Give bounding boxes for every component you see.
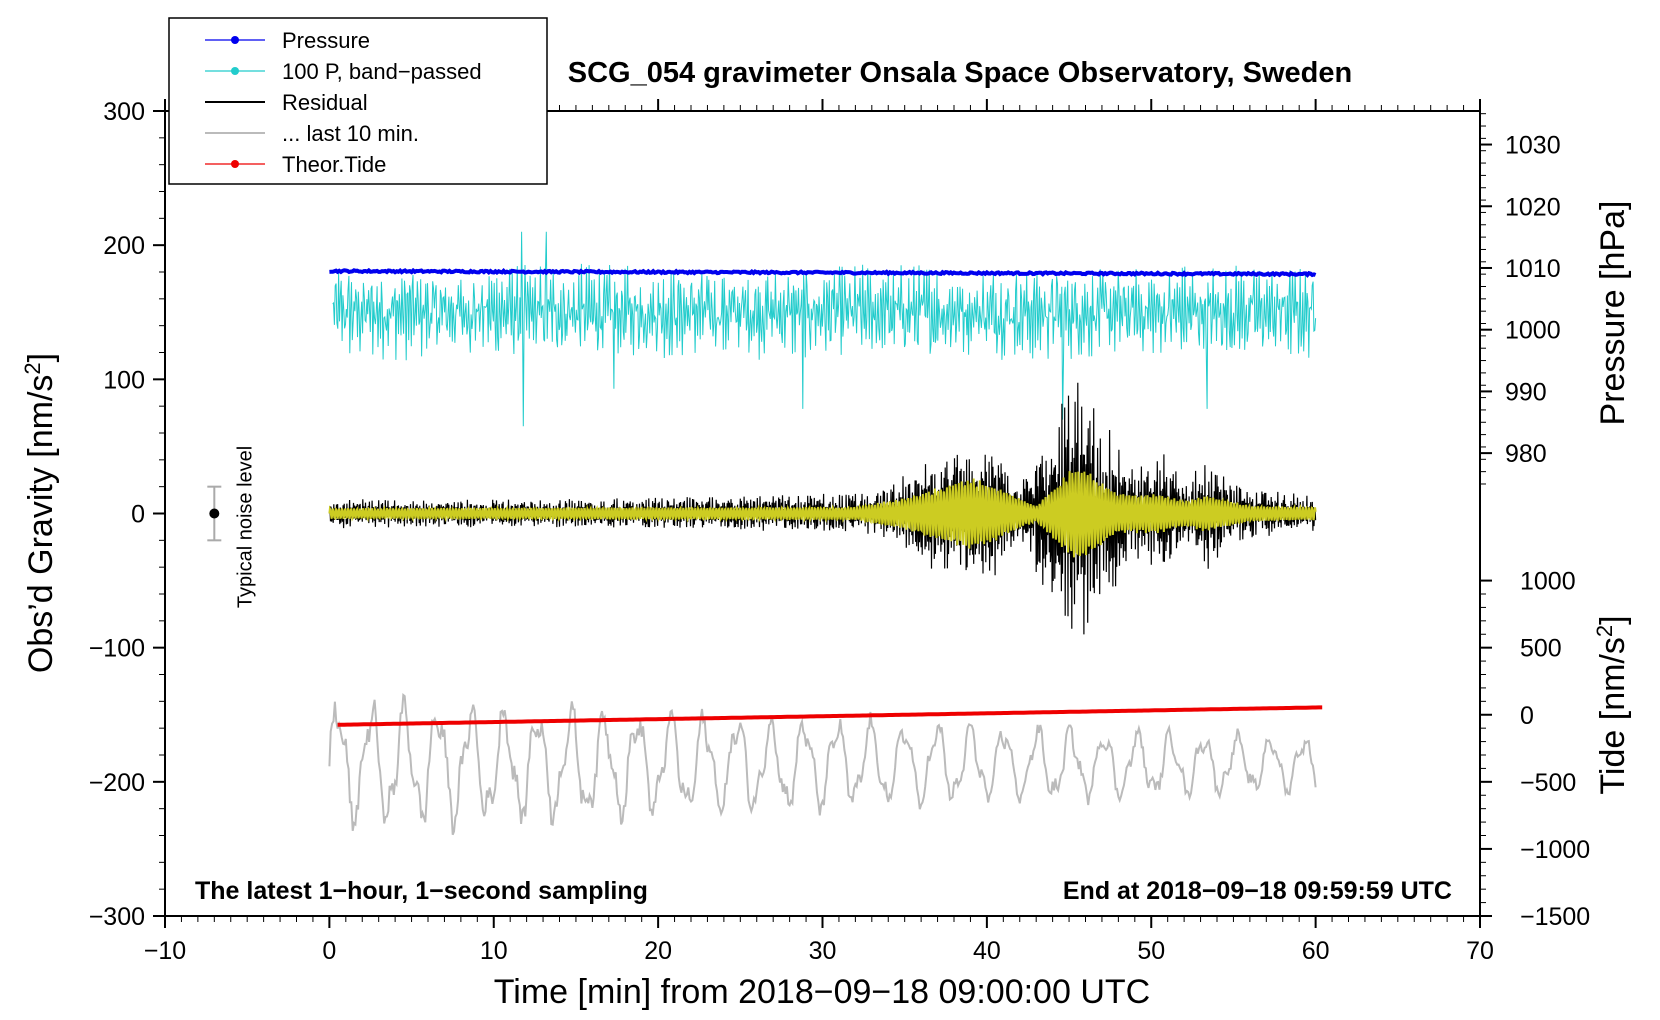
y-tick-label: −200 <box>89 769 145 797</box>
series-pressure-bandpassed <box>332 231 1317 427</box>
chart-title: SCG_054 gravimeter Onsala Space Observat… <box>568 57 1352 89</box>
legend-entries: Pressure 100 P, band−passed Residual ... la… <box>205 28 482 177</box>
x-tick-label: 40 <box>973 937 1001 965</box>
y-axis-title-tide-sup: 2 <box>1592 625 1617 637</box>
ticks-layer: −10 0 10 20 30 40 50 60 70−300−200−1000100200300… <box>89 98 1591 965</box>
pressure-tick-label: 1000 <box>1505 317 1561 345</box>
x-tick-label: 10 <box>480 937 508 965</box>
annotation-right: End at 2018−09−18 09:59:59 UTC <box>1063 877 1452 905</box>
y-tick-label: 100 <box>103 366 145 394</box>
y-tick-label: −300 <box>89 903 145 931</box>
legend-label: Theor.Tide <box>282 152 386 177</box>
legend-label: Pressure <box>282 28 370 53</box>
y-axis-title-left-end: ] <box>22 353 60 362</box>
legend-label: ... last 10 min. <box>282 121 419 146</box>
y-tick-label: 200 <box>103 232 145 260</box>
legend-entry: Pressure <box>205 28 370 53</box>
x-tick-label: 20 <box>644 937 672 965</box>
x-tick-label: 0 <box>322 937 336 965</box>
tide-tick-label: −1500 <box>1520 903 1590 931</box>
legend-entry: Residual <box>205 90 368 115</box>
pressure-tick-label: 1030 <box>1505 132 1561 160</box>
legend: Pressure 100 P, band−passed Residual ... la… <box>168 17 548 185</box>
y-tick-label: 0 <box>131 501 145 529</box>
y-axis-title-tide-main: Tide [nm/s <box>1594 637 1632 794</box>
y-axis-title-left-main: Obs’d Gravity [nm/s <box>22 375 60 674</box>
x-tick-label: 50 <box>1137 937 1165 965</box>
legend-entry: Theor.Tide <box>205 152 386 177</box>
series-pressure <box>329 267 1317 278</box>
legend-swatch-marker <box>231 67 239 75</box>
series-layer <box>328 231 1323 836</box>
tide-tick-label: −500 <box>1520 769 1576 797</box>
noise-label: Typical noise level <box>234 446 256 608</box>
y-axis-title-pressure: Pressure [hPa] <box>1594 201 1632 426</box>
tide-tick-label: 1000 <box>1520 568 1576 596</box>
x-tick-label: 60 <box>1302 937 1330 965</box>
pressure-tick-label: 1010 <box>1505 255 1561 283</box>
x-axis-title: Time [min] from 2018−09−18 09:00:00 UTC <box>494 973 1150 1011</box>
x-tick-label: 70 <box>1466 937 1494 965</box>
annotation-left: The latest 1−hour, 1−second sampling <box>195 877 648 905</box>
legend-label: Residual <box>282 90 368 115</box>
pressure-tick-label: 990 <box>1505 378 1547 406</box>
y-axis-title-tide-end: ] <box>1594 615 1632 624</box>
legend-label: 100 P, band−passed <box>282 59 482 84</box>
tide-tick-label: 0 <box>1520 702 1534 730</box>
tide-tick-label: 500 <box>1520 635 1562 663</box>
y-tick-label: 300 <box>103 98 145 126</box>
series-residual <box>328 382 1317 635</box>
y-tick-label: −100 <box>89 635 145 663</box>
pressure-tick-label: 980 <box>1505 440 1547 468</box>
x-tick-label: 30 <box>809 937 837 965</box>
series-residual-filtered <box>328 471 1317 558</box>
x-tick-label: −10 <box>144 937 186 965</box>
legend-entry: ... last 10 min. <box>205 121 419 146</box>
series-last-10-min <box>328 693 1317 836</box>
tide-tick-label: −1000 <box>1520 836 1590 864</box>
y-axis-title-left: Obs’d Gravity [nm/s2] <box>20 353 60 673</box>
legend-swatch-marker <box>231 160 239 168</box>
noise-point <box>209 508 220 519</box>
y-axis-title-tide: Tide [nm/s2] <box>1592 615 1632 794</box>
noise-indicator: Typical noise level <box>207 446 256 608</box>
legend-swatch-marker <box>231 36 239 44</box>
y-axis-title-left-sup: 2 <box>20 362 45 374</box>
pressure-tick-label: 1020 <box>1505 193 1561 221</box>
series-theor-tide <box>337 705 1323 727</box>
legend-entry: 100 P, band−passed <box>205 59 482 84</box>
